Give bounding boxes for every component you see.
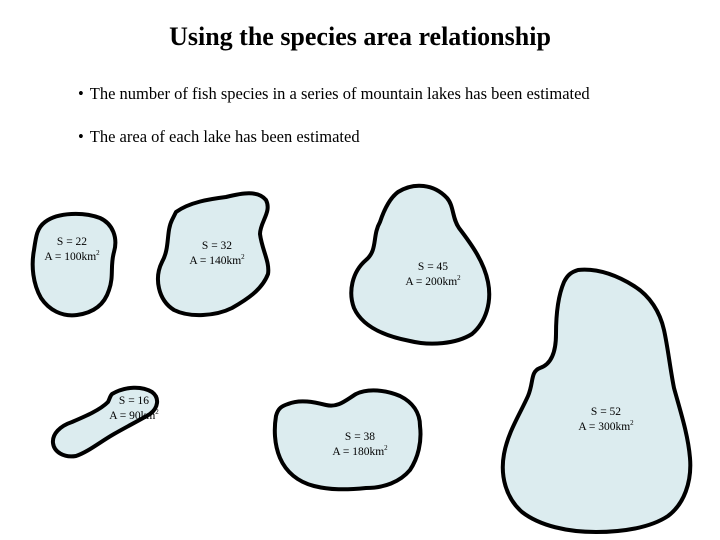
lake-6-label: S = 52 A = 300km2: [573, 405, 639, 435]
lake-3-shape: [349, 183, 492, 346]
lake-6-area: A = 300km2: [578, 419, 634, 433]
lake-4-shape: [50, 385, 159, 459]
lake-1-shape: [30, 211, 118, 318]
bullet-dot: •: [78, 84, 84, 103]
lake-1-area: A = 100km2: [44, 249, 100, 263]
bullet-dot: •: [78, 127, 84, 146]
bullet-text: The area of each lake has been estimated: [89, 127, 360, 146]
lake-5-shape: [272, 388, 423, 492]
lake-2-label: S = 32 A = 140km2: [184, 239, 250, 269]
lake-1-species: S = 22: [56, 236, 88, 248]
lake-4-label: S = 16 A = 90km2: [104, 394, 164, 424]
lake-5-label: S = 38 A = 180km2: [327, 430, 393, 460]
lake-3-label: S = 45 A = 200km2: [400, 260, 466, 290]
lake-6-species: S = 52: [590, 406, 622, 418]
lake-2-species: S = 32: [201, 240, 233, 252]
lake-2-area: A = 140km2: [189, 253, 245, 267]
lake-2-shape: [156, 191, 271, 317]
lake-5-species: S = 38: [344, 431, 376, 443]
lake-4-area: A = 90km2: [109, 408, 159, 422]
bullet-item-lake-area: • The area of each lake has been estimate…: [78, 127, 360, 147]
lake-5-area: A = 180km2: [332, 444, 388, 458]
lake-3-species: S = 45: [417, 261, 449, 273]
bullet-text: The number of fish species in a series o…: [89, 84, 590, 103]
lake-3-area: A = 200km2: [405, 274, 461, 288]
slide-title: Using the species area relationship: [169, 22, 551, 51]
bullet-item-fish-species: • The number of fish species in a series …: [78, 84, 590, 104]
lake-4-species: S = 16: [118, 395, 150, 407]
lake-1-label: S = 22 A = 100km2: [40, 235, 104, 265]
lake-6-shape: [500, 267, 693, 534]
